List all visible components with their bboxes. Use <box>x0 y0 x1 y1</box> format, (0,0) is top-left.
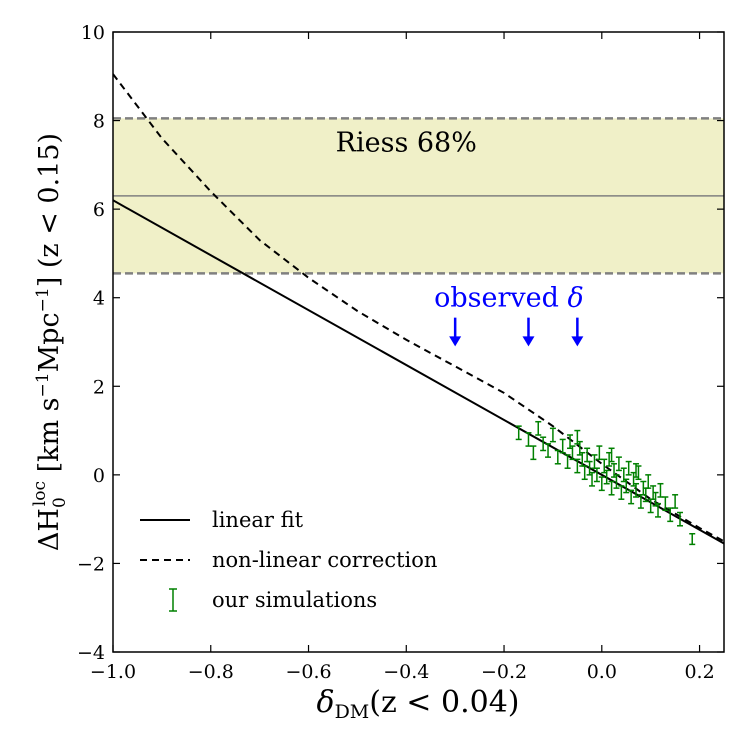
simulation-point <box>625 460 632 476</box>
observed-delta-arrow <box>522 317 535 347</box>
simulation-point <box>633 482 640 498</box>
simulation-point <box>655 502 662 518</box>
simulation-point <box>689 533 696 546</box>
x-tick-label: −0.4 <box>383 661 429 683</box>
simulation-point <box>574 458 581 474</box>
arrow-head <box>571 336 584 347</box>
simulation-point <box>574 429 581 445</box>
x-tick-label: −0.6 <box>285 661 331 683</box>
simulation-point <box>559 438 566 454</box>
observed-delta-label-text: observed <box>434 282 567 313</box>
arrow-head <box>522 336 535 347</box>
simulation-point <box>618 485 625 500</box>
simulation-point <box>530 445 537 461</box>
simulation-point <box>608 447 615 463</box>
y-tick-label: 4 <box>93 288 105 310</box>
legend-entry: non-linear correction <box>140 548 437 572</box>
x-tick-label: 0.2 <box>684 661 714 683</box>
simulation-point <box>540 436 547 452</box>
simulation-point <box>677 511 684 527</box>
legend-entry: our simulations <box>169 588 377 612</box>
y-tick-label: 8 <box>93 111 105 133</box>
annotation-layer: Riess 68% observed δ <box>336 128 584 347</box>
simulation-point <box>554 449 561 465</box>
simulation-point <box>633 463 640 478</box>
y-tick-label: 10 <box>81 22 105 44</box>
simulation-point <box>545 443 552 458</box>
legend-entry: linear fit <box>140 508 304 532</box>
observed-delta-label-symbol: δ <box>567 282 583 313</box>
simulation-point <box>515 425 522 441</box>
simulation-point <box>623 478 630 494</box>
arrow-head <box>449 336 462 347</box>
simulation-point <box>628 489 635 505</box>
simulation-point <box>564 454 571 469</box>
simulation-point <box>589 471 596 487</box>
observed-delta-arrow <box>571 317 584 347</box>
x-tick-label: −0.2 <box>481 661 527 683</box>
observed-delta-label: observed δ <box>434 282 584 313</box>
y-axis-label: ΔH0loc [km s−1Mpc−1] (z < 0.15) <box>30 133 70 551</box>
observed-delta-arrow <box>449 317 462 347</box>
simulation-point <box>613 474 620 489</box>
simulation-point <box>672 494 679 509</box>
y-tick-label: 2 <box>93 376 105 398</box>
legend-label: linear fit <box>212 508 304 532</box>
riess-band-label: Riess 68% <box>336 128 477 159</box>
y-tick-label: −2 <box>77 553 105 575</box>
simulation-point <box>593 467 600 483</box>
legend-label: our simulations <box>212 588 377 612</box>
simulation-point <box>608 480 615 496</box>
simulation-point <box>596 445 603 461</box>
simulation-point <box>615 456 622 472</box>
legend: linear fit non-linear correction our simul… <box>140 508 437 612</box>
y-tick-label: 6 <box>93 199 105 221</box>
simulation-points-layer <box>515 420 696 546</box>
simulation-point <box>598 476 605 492</box>
simulation-point <box>581 465 588 481</box>
x-axis-label: δDM(z < 0.04) <box>317 685 520 723</box>
ticks-layer: −1.0 −0.8 −0.6 −0.4 −0.2 0.0 0.2 −4 −2 0 2 4 6 8 10 <box>77 22 724 683</box>
x-tick-label: −1.0 <box>90 661 136 683</box>
simulation-point <box>549 427 556 443</box>
legend-label: non-linear correction <box>212 548 437 572</box>
y-tick-label: −4 <box>77 642 105 664</box>
x-tick-label: 0.0 <box>587 661 617 683</box>
simulation-point <box>657 482 664 498</box>
simulation-point <box>662 496 669 512</box>
y-tick-label: 0 <box>93 465 105 487</box>
simulation-point <box>645 474 652 489</box>
x-tick-label: −0.8 <box>188 661 234 683</box>
simulation-point <box>535 420 542 436</box>
simulation-point <box>603 469 610 485</box>
plot-frame <box>112 31 725 653</box>
